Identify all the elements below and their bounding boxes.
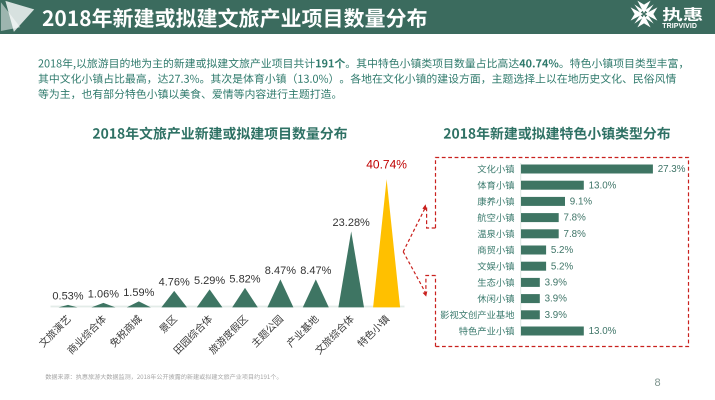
svg-text:40.74%: 40.74% (366, 158, 407, 172)
svg-text:8.47%: 8.47% (265, 265, 296, 277)
svg-text:7.8%: 7.8% (564, 213, 587, 224)
svg-text:8.47%: 8.47% (300, 265, 331, 277)
svg-text:5.82%: 5.82% (229, 274, 260, 286)
svg-text:5.2%: 5.2% (551, 261, 574, 272)
svg-text:8: 8 (654, 377, 660, 389)
svg-text:3.9%: 3.9% (545, 278, 568, 289)
svg-text:13.0%: 13.0% (589, 326, 617, 337)
svg-text:7.8%: 7.8% (564, 229, 587, 240)
svg-text:1.06%: 1.06% (88, 289, 119, 301)
svg-text:1.59%: 1.59% (123, 287, 154, 299)
svg-text:5.29%: 5.29% (194, 275, 225, 287)
svg-text:4.76%: 4.76% (159, 277, 190, 289)
svg-text:3.9%: 3.9% (545, 294, 568, 305)
svg-text:0.53%: 0.53% (52, 291, 83, 303)
svg-text:27.3%: 27.3% (658, 164, 686, 175)
svg-text:23.28%: 23.28% (333, 217, 371, 229)
svg-text:TRIPVIVID: TRIPVIVID (662, 23, 697, 30)
svg-text:9.1%: 9.1% (570, 197, 593, 208)
svg-text:5.2%: 5.2% (551, 245, 574, 256)
svg-text:13.0%: 13.0% (589, 180, 617, 191)
svg-text:3.9%: 3.9% (545, 310, 568, 321)
